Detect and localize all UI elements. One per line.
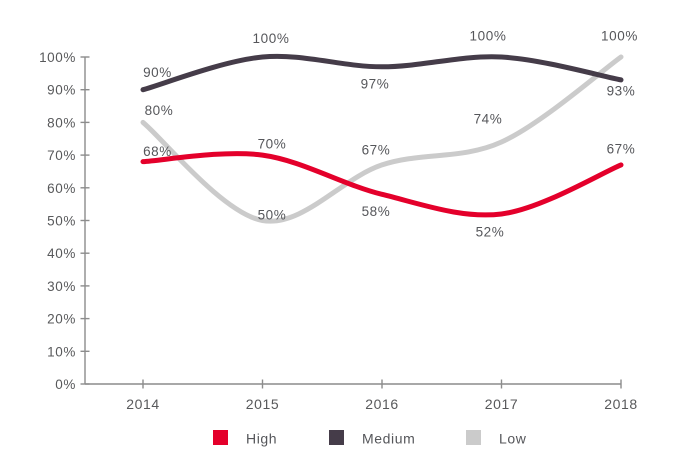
point-label-high: 70% <box>258 137 287 152</box>
point-label-low: 67% <box>362 142 391 157</box>
x-tick-label: 2016 <box>365 396 399 412</box>
x-axis-ticks: 2014 2015 2016 2017 2018 <box>126 379 638 412</box>
y-tick-label: 40% <box>47 246 76 261</box>
y-tick-label: 90% <box>47 83 76 98</box>
point-label-medium: 90% <box>143 65 172 80</box>
point-label-low: 50% <box>258 208 287 223</box>
x-tick-label: 2014 <box>126 396 160 412</box>
y-tick-label: 20% <box>47 312 76 327</box>
point-label-medium: 97% <box>361 76 390 91</box>
y-tick-label: 70% <box>47 148 76 163</box>
legend-item-medium: Medium <box>329 430 415 447</box>
legend-item-high: High <box>213 430 277 447</box>
y-axis-ticks: 0% 10% 20% 30% 40% 50% 60% 70% 80% 90% 100% <box>39 50 90 392</box>
legend-label-high: High <box>246 431 277 447</box>
legend: High Medium Low <box>213 430 527 447</box>
y-tick-label: 60% <box>47 181 76 196</box>
y-tick-label: 0% <box>55 377 76 392</box>
y-tick-label: 10% <box>47 344 76 359</box>
point-label-low: 74% <box>474 112 503 127</box>
point-labels: 68% 70% 58% 52% 67% 90% 100% 97% 100% 93% 80% 50% 67… <box>143 29 638 240</box>
series-line-high <box>140 151 624 218</box>
y-tick-label: 50% <box>47 214 76 229</box>
point-label-high: 67% <box>607 141 636 156</box>
x-tick-label: 2015 <box>246 396 280 412</box>
legend-label-low: Low <box>499 431 527 447</box>
legend-item-low: Low <box>466 430 527 447</box>
series-lines <box>140 53 624 224</box>
x-tick-label: 2017 <box>485 396 519 412</box>
legend-swatch-medium <box>329 430 344 445</box>
point-label-high: 52% <box>476 224 505 239</box>
point-label-low: 80% <box>145 103 174 118</box>
legend-swatch-high <box>213 430 228 445</box>
point-label-medium: 93% <box>607 83 636 98</box>
y-tick-label: 100% <box>39 50 76 65</box>
point-label-low: 100% <box>601 29 638 44</box>
series-line-medium <box>140 53 624 93</box>
point-label-high: 68% <box>143 144 172 159</box>
y-tick-label: 30% <box>47 279 76 294</box>
legend-label-medium: Medium <box>362 431 415 447</box>
legend-swatch-low <box>466 430 481 445</box>
point-label-medium: 100% <box>253 31 290 46</box>
y-tick-label: 80% <box>47 115 76 130</box>
point-label-medium: 100% <box>470 29 507 44</box>
point-label-high: 58% <box>362 204 391 219</box>
x-tick-label: 2018 <box>604 396 638 412</box>
series-line-low <box>140 54 624 224</box>
